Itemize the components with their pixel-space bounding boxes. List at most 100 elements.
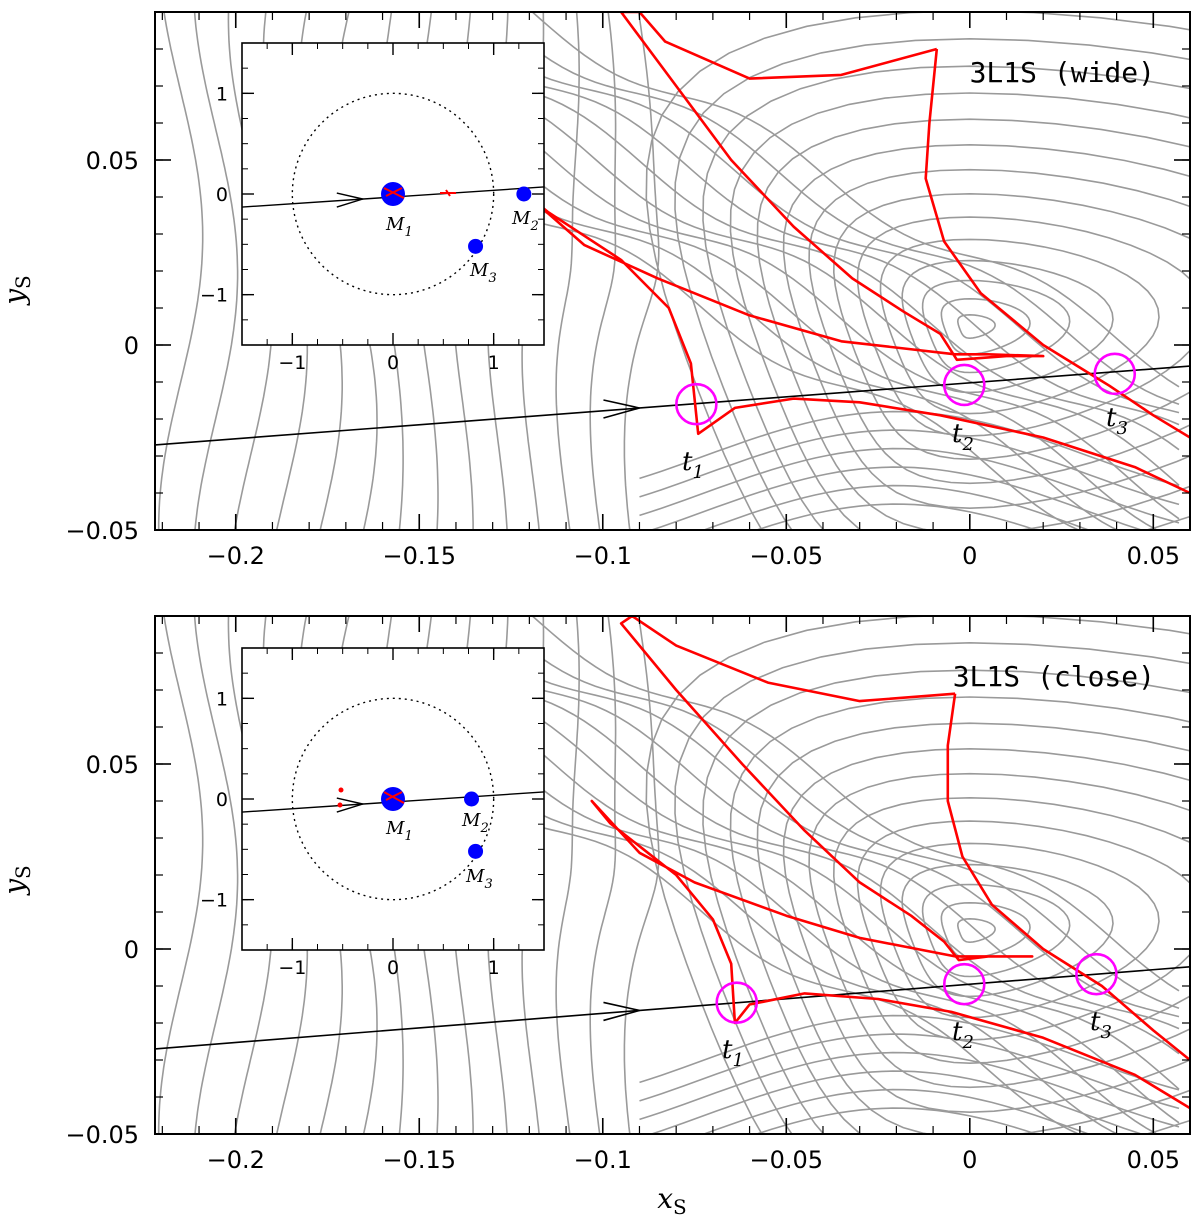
m1-letter: M	[385, 214, 405, 235]
contour-line	[956, 917, 996, 944]
caustic-curve	[946, 693, 1190, 1062]
lens-mass-m1	[381, 787, 405, 811]
y-tick-label: −0.05	[65, 1121, 139, 1149]
y-tick-label: 0.05	[86, 147, 139, 175]
m1-sub: 1	[404, 829, 412, 844]
inset-caustic	[440, 189, 456, 197]
panel-wide: −0.2 −0.15 −0.1 −0.05 0 0.05 −0.05 0 0.05 3L1S (…	[65, 11, 1191, 570]
x-tick-label: 0	[962, 542, 977, 570]
contour-line	[529, 90, 1180, 451]
trajectory-arrow	[603, 1001, 640, 1022]
lens-masses	[381, 182, 532, 254]
inset-x-tick-label: 0	[387, 957, 399, 979]
inset-caustic	[337, 802, 343, 808]
panel-tag: 3L1S (close)	[953, 660, 1155, 693]
contour-line	[832, 192, 1190, 461]
x-tick-label: −0.15	[382, 1146, 456, 1174]
t1-sub: 1	[732, 1050, 743, 1071]
contour-line	[729, 92, 1190, 530]
y-sub: S	[11, 275, 35, 289]
inset-trajectory-arrow	[336, 192, 366, 208]
contour-line	[529, 82, 1180, 426]
contour-line	[808, 168, 1190, 485]
inset-y-tick-label: −1	[200, 890, 228, 912]
contour-line	[901, 259, 1114, 394]
trajectory-arrow	[603, 399, 640, 419]
t2-label: t2	[952, 419, 974, 455]
contour-line	[808, 772, 1190, 1089]
axis-ticks: −0.2 −0.15 −0.1 −0.05 0 0.05 −0.05 0 0.05	[65, 11, 1190, 570]
inset-y-tick-label: 0	[216, 789, 228, 811]
contour-line	[193, 616, 239, 1134]
contour-line	[832, 796, 1190, 1065]
caustic-curve	[590, 616, 1190, 1110]
contour-line	[639, 1033, 1180, 1110]
t3-letter: t	[1090, 1007, 1101, 1037]
x-axis-label: xS	[657, 1182, 687, 1219]
contour-line	[529, 694, 1180, 1055]
t3-sub: 3	[1100, 1022, 1111, 1043]
contour-line	[782, 747, 1190, 1114]
m3-label: M3	[469, 260, 497, 286]
source-trajectory	[155, 365, 1190, 446]
x-letter: x	[657, 1182, 673, 1215]
event-circle-t1	[715, 981, 759, 1024]
x-tick-label: −0.15	[382, 542, 456, 570]
contour-line	[529, 69, 1180, 414]
x-tick-label: −0.2	[207, 1146, 265, 1174]
t3-label: t3	[1090, 1007, 1112, 1043]
lens-mass-m2	[516, 186, 532, 202]
contour-line	[528, 174, 1159, 530]
lens-mass-m1	[381, 182, 405, 206]
inset-x-tick-label: 1	[488, 352, 500, 374]
einstein-ring	[291, 92, 495, 296]
contour-group-wide	[155, 12, 1190, 530]
panel-tag: 3L1S (wide)	[970, 56, 1155, 89]
m1-sub: 1	[404, 225, 412, 240]
t1-label: t1	[722, 1035, 744, 1071]
contour-line	[729, 696, 1190, 1134]
y-tick-label: 0	[124, 936, 139, 964]
x-tick-label: −0.05	[750, 542, 824, 570]
t3-letter: t	[1106, 403, 1117, 433]
contour-line	[754, 503, 1039, 530]
m3-label: M3	[465, 866, 493, 892]
contour-line	[529, 673, 1180, 1018]
y-letter: y	[0, 288, 31, 307]
inset-x-tick-label: 0	[387, 352, 399, 374]
m2-sub: 2	[479, 821, 488, 836]
contour-line	[639, 1014, 1180, 1091]
einstein-ring	[291, 697, 495, 901]
inset-caustic	[338, 787, 344, 793]
inset-y-tick-label: 1	[216, 83, 228, 105]
t1-label: t1	[682, 447, 704, 483]
contour-line	[528, 44, 1180, 405]
x-sub: S	[673, 1195, 687, 1219]
t3-label: t3	[1106, 403, 1128, 439]
contour-line	[782, 143, 1190, 510]
lens-mass-m3	[468, 843, 484, 859]
y-sub: S	[11, 865, 35, 879]
contour-line	[639, 447, 1180, 524]
inset-y-tick-label: 0	[216, 184, 228, 206]
inset-ticks: −1 0 1 −1 0 1	[200, 647, 545, 979]
lens-mass-m3	[468, 238, 484, 254]
contour-line	[956, 313, 996, 340]
inset-trajectory-arrow	[336, 797, 366, 813]
x-tick-label: −0.05	[750, 1146, 824, 1174]
contour-line	[754, 1107, 1039, 1134]
x-tick-label: 0.05	[1127, 542, 1180, 570]
contour-line	[589, 12, 617, 530]
inset-close: −1 0 1−101 M1 M2 M3	[200, 647, 545, 979]
inset-x-tick-label: 1	[488, 957, 500, 979]
x-tick-label: −0.1	[574, 542, 632, 570]
t1-letter: t	[722, 1035, 733, 1065]
contour-line	[529, 203, 1120, 530]
contour-line	[528, 742, 1180, 1124]
contour-line	[940, 901, 1031, 960]
y-tick-label: 0	[124, 332, 139, 360]
contour-line	[529, 219, 1081, 530]
contour-line	[639, 429, 1180, 506]
contour-line	[645, 12, 1190, 530]
source-trajectory	[155, 965, 1190, 1050]
